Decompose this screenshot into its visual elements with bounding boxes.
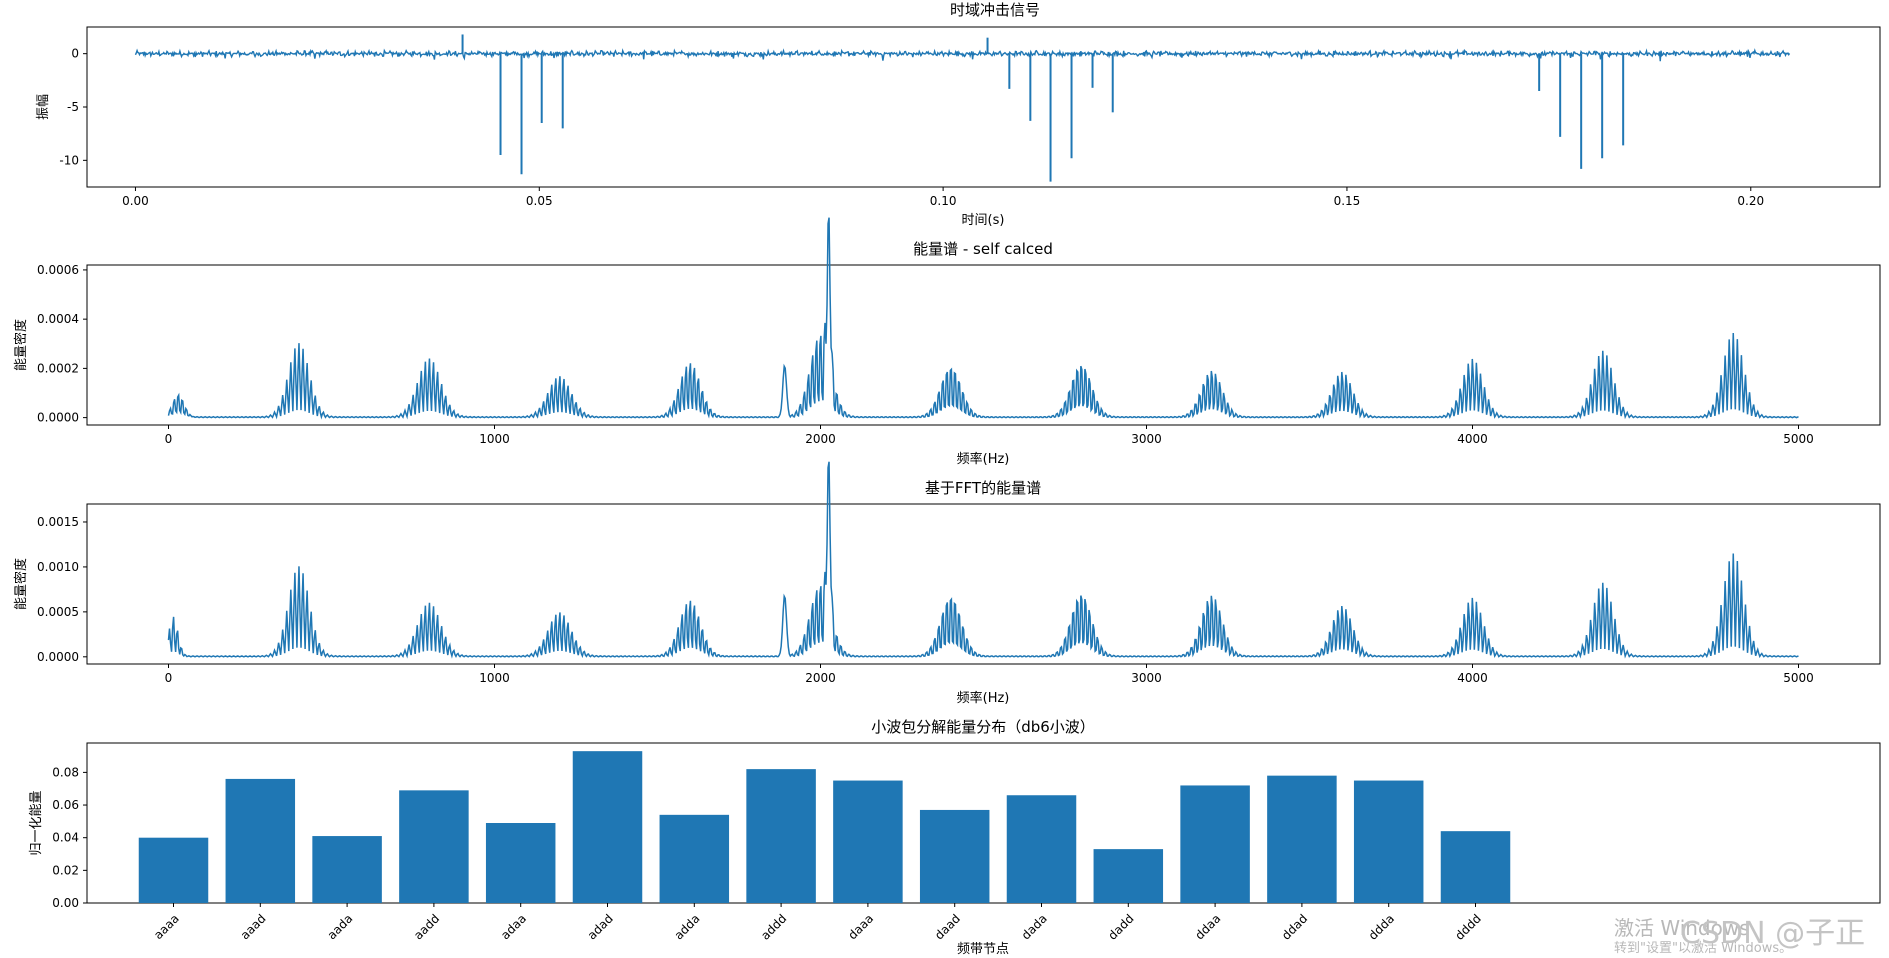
signal-line xyxy=(134,48,1791,62)
panel-wavelet-energy: 小波包分解能量分布（db6小波） 0.00 0.02 0.04 0.06 0.08 aaa… xyxy=(29,718,1881,957)
bar-label-ddda: ddda xyxy=(1366,911,1397,942)
bar-label-adda: adda xyxy=(672,911,703,942)
bar-dada xyxy=(1006,795,1077,903)
windows-activation-watermark-line1: 激活 Windows xyxy=(1614,916,1750,940)
bar-dddd xyxy=(1440,831,1511,903)
panel1-frame xyxy=(86,26,1881,188)
bar-ddad xyxy=(1267,775,1337,903)
panel2-xtick-label: 4000 xyxy=(1457,432,1488,446)
panel2-xtick-label: 0 xyxy=(165,432,173,446)
bar-label-adaa: adaa xyxy=(498,911,529,942)
panel1-title: 时域冲击信号 xyxy=(950,1,1040,19)
bar-label-aada: aada xyxy=(325,911,356,942)
panel3-ytick-label: 0.0010 xyxy=(37,560,79,574)
panel3-ytick-label: 0.0000 xyxy=(37,650,79,664)
bar-label-dadd: dadd xyxy=(1105,911,1136,942)
bar-daaa xyxy=(833,780,903,903)
panel2-ytick-label: 0.0000 xyxy=(37,411,79,425)
panel3-ytick-label: 0.0005 xyxy=(37,605,79,619)
panel1-ytick-label: -10 xyxy=(59,153,79,167)
panel1-ylabel: 振幅 xyxy=(36,94,51,120)
panel4-ytick-label: 0.02 xyxy=(52,863,79,877)
panel4-ytick-label: 0.08 xyxy=(52,765,79,779)
panel2-ylabel: 能量密度 xyxy=(13,319,29,371)
panel3-xtick-label: 1000 xyxy=(479,671,510,685)
panel3-xtick-label: 5000 xyxy=(1783,671,1814,685)
bar-label-adad: adad xyxy=(585,911,616,942)
panel1-xtick-label: 0.20 xyxy=(1737,194,1764,208)
panel4-ytick-label: 0.00 xyxy=(52,896,79,910)
panel2-title: 能量谱 - self calced xyxy=(913,240,1053,258)
panel2-ytick-label: 0.0002 xyxy=(37,361,79,375)
bar-aaaa xyxy=(138,837,209,903)
panel3-ylabel: 能量密度 xyxy=(13,558,29,610)
bar-daad xyxy=(919,809,990,903)
bar-aadd xyxy=(399,790,469,903)
bar-label-aaaa: aaaa xyxy=(151,911,182,942)
bar-ddda xyxy=(1353,780,1424,903)
bar-label-dddd: dddd xyxy=(1452,911,1483,942)
panel2-frame xyxy=(86,264,1881,426)
spectrum-line xyxy=(167,461,1799,659)
bar-label-aadd: aadd xyxy=(411,911,442,942)
panel1-xlabel: 时间(s) xyxy=(962,213,1005,228)
panel-energy-spectrum-self: 能量谱 - self calced 0 1000 2000 3000 4000 5000 0… xyxy=(13,217,1881,467)
panel4-ytick-label: 0.06 xyxy=(52,798,79,812)
panel2-ytick-label: 0.0006 xyxy=(37,263,79,277)
panel4-ylabel: 归一化能量 xyxy=(29,790,44,855)
panel2-xtick-label: 5000 xyxy=(1783,432,1814,446)
windows-activation-watermark-line2: 转到"设置"以激活 Windows。 xyxy=(1614,941,1793,956)
panel3-xtick-label: 4000 xyxy=(1457,671,1488,685)
panel1-xtick-label: 0.05 xyxy=(526,194,553,208)
bar-label-addd: addd xyxy=(758,911,789,942)
panel3-xtick-label: 3000 xyxy=(1131,671,1162,685)
panel2-xtick-label: 3000 xyxy=(1131,432,1162,446)
panel-energy-spectrum-fft: 基于FFT的能量谱 0 1000 2000 3000 4000 5000 0.0000 0.0… xyxy=(13,461,1881,706)
bar-aada xyxy=(312,836,382,903)
spectrum-line xyxy=(167,217,1799,420)
bar-adda xyxy=(659,814,730,903)
bar-dadd xyxy=(1093,849,1164,903)
panel3-ytick-label: 0.0015 xyxy=(37,515,79,529)
panel3-frame xyxy=(86,503,1881,665)
panel4-ytick-label: 0.04 xyxy=(52,831,79,845)
bar-label-daad: daad xyxy=(932,911,963,942)
bar-addd xyxy=(746,769,816,903)
panel4-title: 小波包分解能量分布（db6小波） xyxy=(871,718,1095,736)
bar-label-dada: dada xyxy=(1019,911,1050,942)
panel1-xtick-label: 0.10 xyxy=(930,194,957,208)
panel1-xtick-label: 0.15 xyxy=(1334,194,1361,208)
bar-adaa xyxy=(485,823,556,903)
bar-label-ddad: ddad xyxy=(1279,911,1310,942)
panel3-xtick-label: 0 xyxy=(165,671,173,685)
panel-time-signal: 时域冲击信号 0.00 0.05 0.10 0.15 0.200-5-10 时间(s) … xyxy=(36,1,1881,228)
panel1-ytick-label: 0 xyxy=(71,47,79,61)
bar-ddaa xyxy=(1180,785,1250,903)
panel2-xlabel: 频率(Hz) xyxy=(957,451,1010,467)
panel3-xlabel: 频率(Hz) xyxy=(957,690,1010,706)
panel2-xtick-label: 2000 xyxy=(805,432,836,446)
panel2-xtick-label: 1000 xyxy=(479,432,510,446)
bar-label-ddaa: ddaa xyxy=(1192,911,1223,942)
bar-label-aaad: aaad xyxy=(238,911,269,942)
panel1-xtick-label: 0.00 xyxy=(122,194,149,208)
panel3-title: 基于FFT的能量谱 xyxy=(925,479,1041,497)
bar-aaad xyxy=(225,778,296,903)
panel3-xtick-label: 2000 xyxy=(805,671,836,685)
panel1-ytick-label: -5 xyxy=(67,100,79,114)
panel4-xlabel: 频带节点 xyxy=(957,942,1009,957)
panel2-ytick-label: 0.0004 xyxy=(37,312,79,326)
bar-label-daaa: daaa xyxy=(845,911,876,942)
csdn-watermark: CSDN @子正 xyxy=(1680,916,1866,951)
bar-adad xyxy=(572,751,643,903)
